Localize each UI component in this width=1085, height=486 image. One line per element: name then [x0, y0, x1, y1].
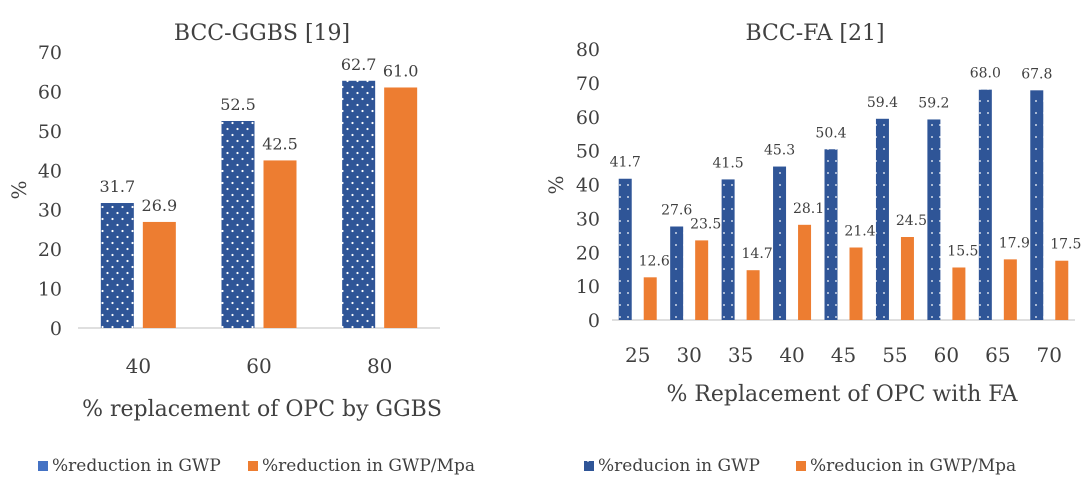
chart2-xtick-8: 70: [1037, 343, 1062, 367]
chart2-title: BCC-FA [21]: [745, 21, 884, 46]
chart2-xtick-6: 60: [934, 343, 959, 367]
chart1-label-s1-0: 31.7: [100, 177, 136, 196]
chart1-bar-s2-1: [263, 160, 297, 328]
chart1-legend-swatch-2: [248, 461, 258, 471]
chart1-label-s1-2: 62.7: [341, 55, 377, 74]
chart1-xlabel: % replacement of OPC by GGBS: [82, 397, 442, 422]
chart1-title: BCC-GGBS [19]: [174, 21, 350, 46]
chart1-ytick-2: 20: [38, 239, 62, 261]
chart2-ytick-4: 40: [576, 175, 600, 197]
chart1-bar-s1-2: [342, 80, 376, 328]
chart2-label-s1-1: 27.6: [661, 203, 692, 219]
chart2-bar-s1-4: [824, 149, 838, 320]
chart1-legend-swatch-1: [38, 461, 48, 471]
chart1-legend-label-2: %reduction in GWP/Mpa: [262, 456, 475, 476]
chart1-label-s2-0: 26.9: [142, 196, 178, 215]
chart2-label-s1-6: 59.2: [918, 95, 949, 111]
chart2-bar-s2-1: [695, 240, 709, 320]
chart2-bar-s2-3: [798, 224, 812, 320]
chart2-label-s2-5: 24.5: [896, 213, 927, 229]
chart2-bar-s1-1: [670, 226, 684, 320]
chart2-legend-label-1: %reducion in GWP: [598, 456, 760, 476]
chart2-label-s1-5: 59.4: [867, 95, 898, 111]
chart2-bar-s2-6: [952, 267, 966, 320]
chart1-ytick-0: 0: [50, 318, 62, 340]
chart1-xtick-1: 60: [246, 354, 271, 378]
chart2-label-s2-2: 14.7: [742, 246, 773, 262]
chart1-xtick-2: 80: [367, 354, 392, 378]
chart2-xtick-5: 55: [882, 343, 907, 367]
chart2-xtick-0: 25: [625, 343, 650, 367]
chart2-label-s1-3: 45.3: [764, 143, 795, 159]
chart2-label-s2-7: 17.9: [999, 235, 1030, 251]
chart2-ytick-3: 30: [576, 208, 600, 230]
chart2-legend-label-2: %reducion in GWP/Mpa: [810, 456, 1016, 476]
chart2-ytick-8: 80: [576, 39, 600, 61]
chart2-bar-s2-4: [849, 247, 863, 320]
chart1-ytick-6: 60: [38, 81, 62, 103]
chart2-xlabel: % Replacement of OPC with FA: [666, 382, 1018, 407]
chart2-label-s2-4: 21.4: [844, 224, 875, 240]
chart2-bar-s1-5: [875, 118, 889, 320]
chart2-bar-s2-8: [1055, 260, 1069, 320]
chart2-legend-swatch-2: [796, 461, 806, 471]
chart2-label-s2-3: 28.1: [793, 201, 824, 217]
chart2-xtick-3: 40: [779, 343, 804, 367]
chart2-xtick-4: 45: [831, 343, 856, 367]
chart2-bar-s1-8: [1030, 90, 1044, 320]
chart2-ytick-2: 20: [576, 242, 600, 264]
chart1-ylabel: %: [7, 180, 31, 199]
chart2-ylabel: %: [544, 175, 568, 194]
chart1-bar-s1-0: [100, 203, 134, 328]
chart1-ytick-4: 40: [38, 160, 62, 182]
chart1-bar-s2-0: [142, 221, 176, 328]
chart1-xtick-0: 40: [126, 354, 151, 378]
chart2-ytick-1: 10: [576, 276, 600, 298]
chart1-label-s1-1: 52.5: [220, 95, 256, 114]
chart2-label-s2-1: 23.5: [690, 216, 721, 232]
chart1-ytick-7: 70: [38, 42, 62, 64]
chart2-legend-swatch-1: [584, 461, 594, 471]
chart2-bar-s1-0: [618, 178, 632, 320]
chart2-legend: %reducion in GWP %reducion in GWP/Mpa: [584, 456, 1016, 476]
chart2-ytick-0: 0: [588, 310, 600, 332]
chart2-label-s1-0: 41.7: [610, 155, 641, 171]
chart2-xtick-2: 35: [728, 343, 753, 367]
chart1-legend: %reduction in GWP %reduction in GWP/Mpa: [38, 456, 475, 476]
chart2-bar-s2-0: [643, 277, 657, 320]
chart2-bar-s1-2: [721, 179, 735, 320]
chart2-label-s2-8: 17.5: [1050, 237, 1081, 253]
chart2-label-s2-0: 12.6: [639, 253, 670, 269]
chart1-ytick-1: 10: [38, 279, 62, 301]
chart1-ytick-5: 50: [38, 121, 62, 143]
chart2-ytick-5: 50: [576, 141, 600, 163]
chart2-bar-s1-6: [927, 119, 941, 321]
chart2-xtick-7: 65: [985, 343, 1010, 367]
chart1-ytick-3: 30: [38, 200, 62, 222]
chart2-label-s1-4: 50.4: [815, 125, 846, 141]
chart2-bar-s2-7: [1003, 259, 1017, 320]
chart2-label-s1-7: 68.0: [970, 66, 1001, 82]
chart1-legend-label-1: %reduction in GWP: [52, 456, 221, 476]
chart2-ytick-6: 60: [576, 107, 600, 129]
chart1-label-s2-1: 42.5: [262, 134, 298, 153]
chart2-xtick-1: 30: [676, 343, 701, 367]
chart2-label-s1-8: 67.8: [1021, 66, 1052, 82]
chart1-label-s2-2: 61.0: [383, 61, 419, 80]
chart2-bar-s2-2: [746, 270, 760, 320]
chart1-bar-s2-2: [384, 87, 418, 328]
chart2-label-s1-2: 41.5: [713, 155, 744, 171]
chart2-bar-s1-7: [978, 89, 992, 321]
chart2-bar-s1-3: [773, 166, 787, 320]
chart2-bar-s2-5: [900, 237, 914, 320]
chart1-bar-s1-1: [221, 121, 255, 328]
chart2-ytick-7: 70: [576, 73, 600, 95]
chart2-label-s2-6: 15.5: [947, 243, 978, 259]
